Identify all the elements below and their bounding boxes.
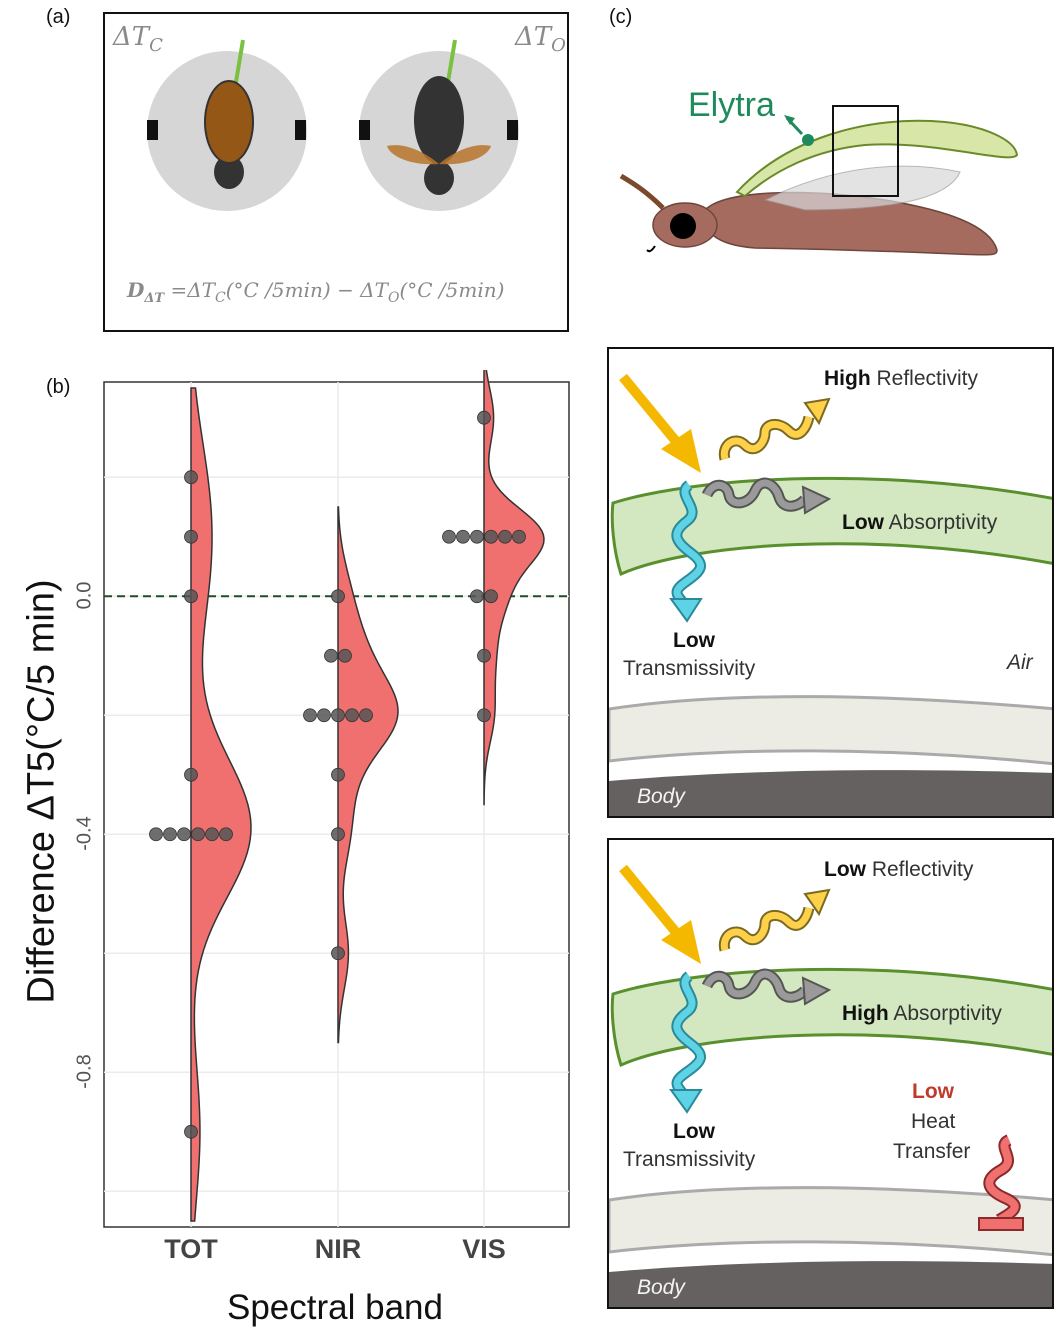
data-point-vis xyxy=(512,529,526,544)
data-point-tot xyxy=(205,827,219,842)
transmissivity-label: Transmissivity xyxy=(623,657,756,680)
data-point-tot xyxy=(184,589,198,604)
heat-label: Heat xyxy=(911,1110,956,1133)
y-tick-label: -0.4 xyxy=(73,816,96,851)
body-label: Body xyxy=(637,785,685,808)
data-point-tot xyxy=(184,470,198,485)
reflectivity-label: High Reflectivity xyxy=(824,367,979,390)
absorptivity-label: High Absorptivity xyxy=(842,1002,1002,1025)
panel-label-a: (a) xyxy=(46,6,71,28)
data-point-nir xyxy=(331,767,345,782)
data-point-nir xyxy=(331,708,345,723)
data-point-nir xyxy=(317,708,331,723)
data-point-tot xyxy=(184,529,198,544)
data-point-vis xyxy=(477,648,491,663)
y-tick-label: 0.0 xyxy=(73,581,96,610)
transmissivity-bold: Low xyxy=(673,1120,715,1143)
data-point-nir xyxy=(331,946,345,961)
density-nir xyxy=(337,506,399,1044)
transfer-label: Transfer xyxy=(893,1140,971,1163)
data-point-tot xyxy=(149,827,163,842)
x-tick-label: VIS xyxy=(462,1234,506,1264)
transmissivity-bold: Low xyxy=(673,629,715,652)
data-point-nir xyxy=(331,589,345,604)
data-point-nir xyxy=(359,708,373,723)
transmissivity-label: Transmissivity xyxy=(623,1148,756,1171)
delta-tc-label: ΔTC xyxy=(113,22,163,57)
heat-low-label: Low xyxy=(912,1080,954,1103)
detail-panel-top: High Reflectivity Low Absorptivity Low T… xyxy=(607,347,1054,818)
data-point-vis xyxy=(470,589,484,604)
x-axis-title: Spectral band xyxy=(227,1288,443,1327)
x-tick-label: NIR xyxy=(314,1234,362,1264)
density-tot xyxy=(190,387,252,1222)
absorptivity-label: Low Absorptivity xyxy=(842,511,998,534)
data-point-vis xyxy=(442,529,456,544)
data-point-vis xyxy=(484,529,498,544)
body-label: Body xyxy=(637,1276,685,1299)
data-point-tot xyxy=(177,827,191,842)
data-point-vis xyxy=(477,410,491,425)
data-point-nir xyxy=(331,827,345,842)
elytra-label: Elytra xyxy=(688,86,775,124)
air-label: Air xyxy=(1007,651,1033,674)
data-point-tot xyxy=(184,767,198,782)
zoom-box xyxy=(832,105,899,197)
data-point-vis xyxy=(484,589,498,604)
violin-dot-chart xyxy=(103,370,570,1228)
data-point-vis xyxy=(470,529,484,544)
data-point-tot xyxy=(219,827,233,842)
difference-formula: DΔT =ΔTC(°C /5min) − ΔTO(°C /5min) xyxy=(127,278,505,306)
data-point-vis xyxy=(477,708,491,723)
detail-panel-bottom: Low Reflectivity High Absorptivity Low T… xyxy=(607,838,1054,1309)
data-point-tot xyxy=(191,827,205,842)
data-point-nir xyxy=(303,708,317,723)
data-point-nir xyxy=(324,648,338,663)
y-tick-label: -0.8 xyxy=(73,1054,96,1090)
delta-to-label: ΔTO xyxy=(515,22,566,57)
data-point-vis xyxy=(456,529,470,544)
panel-a-box: ΔTC ΔTO DΔT =ΔTC(°C /5min) − ΔTO(°C /5m xyxy=(103,12,569,332)
data-point-nir xyxy=(345,708,359,723)
data-point-tot xyxy=(184,1124,198,1139)
panel-label-c: (c) xyxy=(609,6,633,28)
density-vis xyxy=(483,370,545,806)
data-point-nir xyxy=(338,648,352,663)
data-point-vis xyxy=(498,529,512,544)
reflectivity-label: Low Reflectivity xyxy=(824,858,974,881)
x-tick-label: TOT xyxy=(164,1234,218,1264)
beetle-illustrations xyxy=(147,39,519,211)
y-axis-title: Difference ΔT5(°C/5 min) xyxy=(20,579,63,1004)
data-point-tot xyxy=(163,827,177,842)
beetle-side-view xyxy=(619,105,1019,256)
panel-label-b: (b) xyxy=(46,376,71,398)
closed-elytra-beetle-icon xyxy=(147,39,307,211)
open-elytra-beetle-icon xyxy=(359,39,519,211)
